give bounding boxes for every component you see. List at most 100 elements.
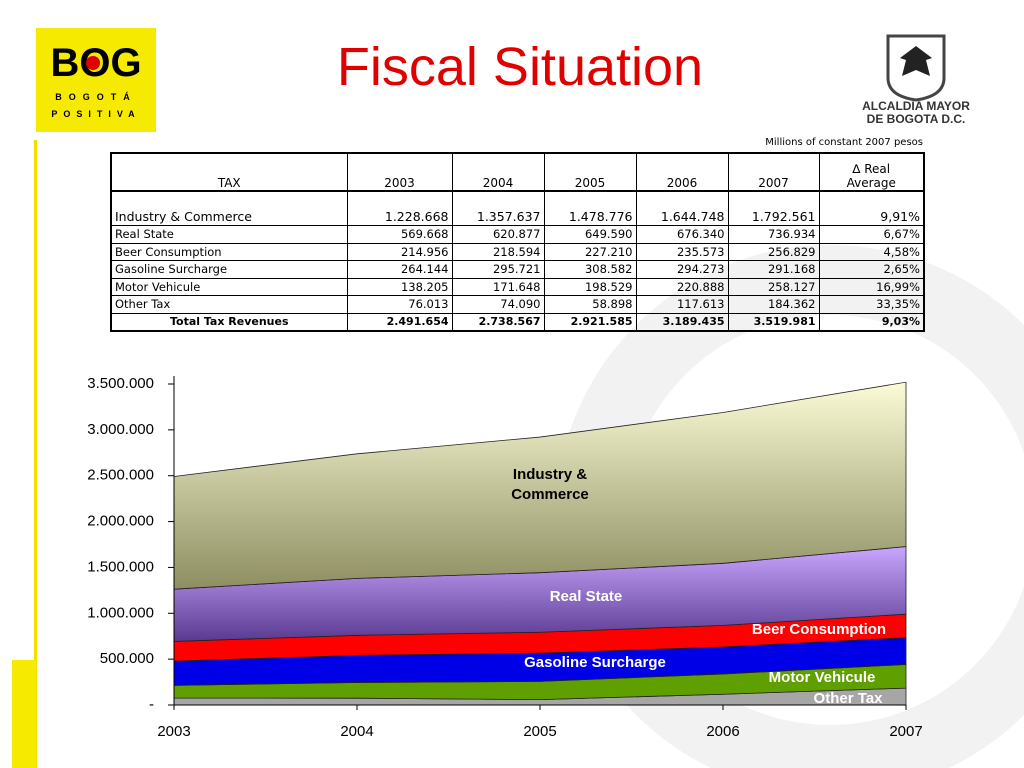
header-cell: 2004 (451, 153, 544, 192)
y-tick-label: - (149, 696, 154, 713)
y-tick-label: 2.000.000 (87, 513, 154, 530)
area (173, 381, 907, 590)
table-cell: 117.613 (635, 295, 728, 313)
tax-table: TAX 2003 2004 2005 2006 2007 ∆ Real Average In… (110, 152, 925, 332)
x-tick-label: 2003 (157, 723, 190, 740)
table-cell: Industry & Commerce (110, 208, 347, 226)
table-cell: 218.594 (451, 242, 544, 261)
table-cell: 1.644.748 (635, 208, 728, 226)
table-cell: 58.898 (543, 295, 636, 313)
table-cell: 258.127 (727, 277, 819, 296)
table-cell: 3.519.981 (727, 312, 819, 331)
table-cell: 569.668 (346, 225, 452, 243)
table-body: Industry & Commerce 1.228.668 1.357.637 1.4… (110, 191, 924, 331)
table-cell: Gasoline Surcharge (110, 260, 347, 278)
table-row: Beer Consumption 214.956 218.594 227.210 235… (110, 242, 924, 261)
side-line (34, 140, 37, 768)
table-cell: 9,91% (818, 208, 924, 226)
logo-line: BOGOTÁ (55, 92, 137, 102)
y-tick-label: 2.500.000 (87, 467, 154, 484)
table-cell: Total Tax Revenues (110, 312, 347, 331)
x-tick-label: 2006 (706, 723, 739, 740)
table-cell: 33,35% (818, 295, 924, 313)
table-cell: 291.168 (727, 260, 819, 278)
header-cell: 2006 (635, 153, 728, 192)
series-label-text: Industry & Commerce (511, 466, 589, 503)
header-cell: TAX (110, 153, 347, 192)
table-cell: 184.362 (727, 295, 819, 313)
table-cell: 74.090 (451, 295, 544, 313)
table-cell: 227.210 (543, 242, 636, 261)
table-cell: 6,67% (818, 225, 924, 243)
table-row: Motor Vehicule 138.205 171.648 198.529 220.8… (110, 277, 924, 296)
table-cell: 676.340 (635, 225, 728, 243)
x-tick-label: 2007 (889, 723, 922, 740)
table-row: Real State 569.668 620.877 649.590 676.340 73… (110, 225, 924, 243)
y-tick-label: 500.000 (100, 650, 154, 667)
table-cell: 2.491.654 (346, 312, 452, 331)
table-row: Industry & Commerce 1.228.668 1.357.637 1.4… (110, 208, 924, 226)
y-tick-label: 1.000.000 (87, 604, 154, 621)
table-cell: 76.013 (346, 295, 452, 313)
logo-dot (86, 56, 100, 70)
header-cell: 2003 (346, 153, 452, 192)
table-cell: Real State (110, 225, 347, 243)
y-tick-label: 3.000.000 (87, 421, 154, 438)
table-cell: 294.273 (635, 260, 728, 278)
table-cell: 3.189.435 (635, 312, 728, 331)
table-cell: 9,03% (818, 312, 924, 331)
header-row: TAX 2003 2004 2005 2006 2007 ∆ Real Average (110, 153, 924, 192)
table-cell: Other Tax (110, 295, 347, 313)
table-cell: 736.934 (727, 225, 819, 243)
spacer-row (110, 191, 924, 209)
table-cell: 214.956 (346, 242, 452, 261)
table-cell: 171.648 (451, 277, 544, 296)
table-cell: 2.738.567 (451, 312, 544, 331)
y-tick-label: 3.500.000 (87, 375, 154, 392)
series-label: Beer Consumption (752, 621, 886, 638)
x-tick-label: 2004 (340, 723, 373, 740)
header-cell: ∆ Real Average (818, 153, 924, 192)
table-cell: 198.529 (543, 277, 636, 296)
table-cell: 256.829 (727, 242, 819, 261)
table-cell: 1.357.637 (451, 208, 544, 226)
emblem-eagle (900, 46, 932, 76)
table-cell: 16,99% (818, 277, 924, 296)
emblem-text: ALCALDIA MAYOR (862, 99, 970, 113)
header-cell: 2005 (543, 153, 636, 192)
table-cell: 220.888 (635, 277, 728, 296)
table-cell: 620.877 (451, 225, 544, 243)
table-cell: 138.205 (346, 277, 452, 296)
table-cell: 2,65% (818, 260, 924, 278)
table-cell: 308.582 (543, 260, 636, 278)
table-row: Total Tax Revenues 2.491.654 2.738.567 2.92… (110, 312, 924, 331)
side-block (12, 660, 36, 768)
logo-box (36, 28, 156, 132)
table-cell: 2.921.585 (543, 312, 636, 331)
table-cell: 235.573 (635, 242, 728, 261)
table-cell: 1.792.561 (727, 208, 819, 226)
emblem-text: DE BOGOTA D.C. (867, 112, 966, 126)
y-tick-label: 1.500.000 (87, 558, 154, 575)
series-label: Gasoline Surcharge (524, 654, 666, 671)
series-label: Real State (550, 588, 623, 605)
table-cell: Motor Vehicule (110, 277, 347, 296)
table-row: Gasoline Surcharge 264.144 295.721 308.582 2… (110, 260, 924, 278)
table-cell: 649.590 (543, 225, 636, 243)
x-tick-label: 2005 (523, 723, 556, 740)
header-cell: 2007 (727, 153, 819, 192)
table-cell: 295.721 (451, 260, 544, 278)
logo-line: POSITIVA (51, 109, 140, 119)
header-text: ∆ Real Average (846, 162, 896, 190)
series-label: Other Tax (814, 690, 884, 707)
table-cell: 1.478.776 (543, 208, 636, 226)
table-cell: 1.228.668 (346, 208, 452, 226)
table-cell: 4,58% (818, 242, 924, 261)
series-label: Motor Vehicule (769, 669, 876, 686)
slide-title: Fiscal Situation (336, 37, 704, 97)
series-label: Industry & Commerce (511, 466, 589, 503)
table-cell: Beer Consumption (110, 242, 347, 261)
table-cell: 264.144 (346, 260, 452, 278)
